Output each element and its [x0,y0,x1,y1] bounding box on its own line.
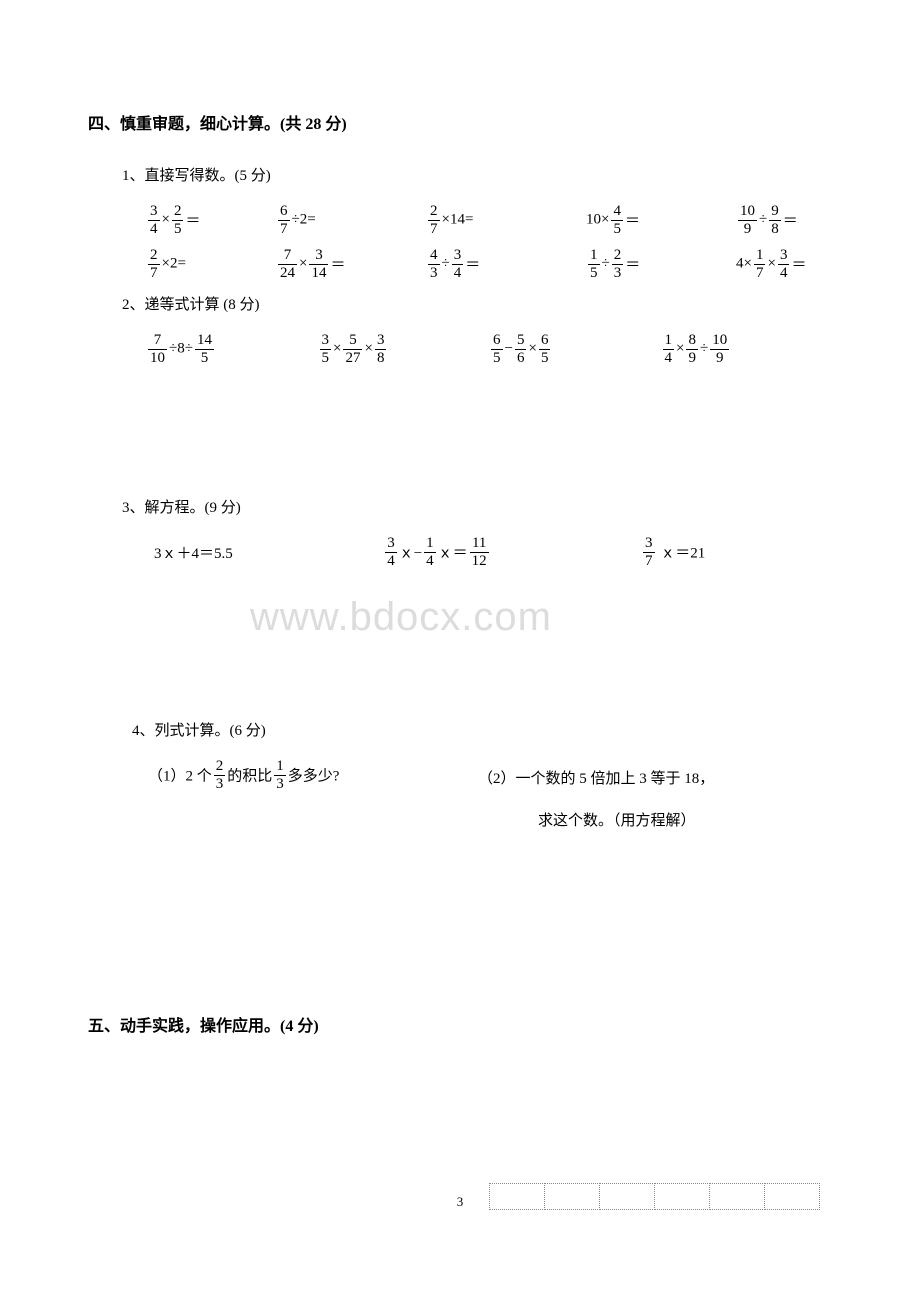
section-5-title: 五、动手实践，操作应用。(4 分) [88,1012,832,1036]
problem: 27×14= [426,203,586,237]
problem: 65−56×65 [489,332,661,366]
problem: 109÷98＝ [736,203,866,237]
equation: 37 ｘ＝21 [641,535,832,569]
problem: 724×314＝ [276,247,426,281]
equation: 3ｘ＋4＝5.5 [154,542,383,563]
equation: 34ｘ−14ｘ＝1112 [383,535,641,569]
direct-calc-row-1: 34×25＝ 67÷2= 27×14= 10×45＝ 109÷98＝ [146,203,832,237]
problem: 710÷8÷145 [146,332,318,366]
answer-grid [489,1183,820,1210]
word-problem-1: （1）2 个23的积比13多多少? [148,758,478,842]
problem: 10×45＝ [586,203,736,237]
word-problem-row: （1）2 个23的积比13多多少? （2）一个数的 5 倍加上 3 等于 18，… [148,758,832,842]
sub2-label: 2、递等式计算 (8 分) [122,293,832,314]
sub4-label: 4、列式计算。(6 分) [132,719,832,740]
problem: 14×89÷109 [661,332,833,366]
step-calc-row: 710÷8÷145 35×527×38 65−56×65 14×89÷109 [146,332,832,366]
sub1-label: 1、直接写得数。(5 分) [122,164,832,185]
problem: 67÷2= [276,203,426,237]
direct-calc-row-2: 27×2= 724×314＝ 43÷34＝ 15÷23＝ 4×17×34＝ [146,247,832,281]
problem: 4×17×34＝ [736,247,866,281]
problem: 34×25＝ [146,203,276,237]
word-problem-2: （2）一个数的 5 倍加上 3 等于 18， 求这个数。（用方程解） [478,758,808,842]
problem: 27×2= [146,247,276,281]
page-number: 3 [457,1194,464,1210]
problem: 35×527×38 [318,332,490,366]
equation-row: 3ｘ＋4＝5.5 34ｘ−14ｘ＝1112 37 ｘ＝21 [154,535,832,569]
problem: 43÷34＝ [426,247,586,281]
sub3-label: 3、解方程。(9 分) [122,496,832,517]
section-4-title: 四、慎重审题，细心计算。(共 28 分) [88,110,832,134]
problem: 15÷23＝ [586,247,736,281]
